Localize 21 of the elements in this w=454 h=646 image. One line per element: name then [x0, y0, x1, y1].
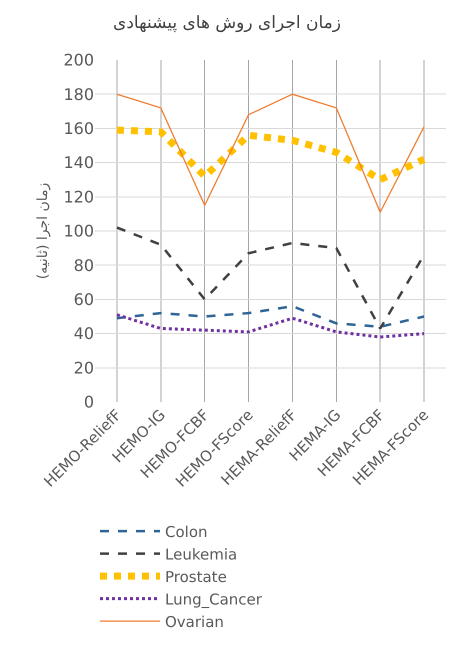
y-tick-label: 120	[63, 187, 94, 206]
y-tick-label: 100	[63, 222, 94, 241]
y-tick-label: 160	[63, 119, 94, 138]
line-series	[115, 313, 426, 339]
legend-label: Lung_Cancer	[165, 590, 263, 608]
legend-label: Leukemia	[165, 545, 238, 564]
y-tick-label: 180	[63, 84, 94, 104]
y-tick-label: 20	[74, 358, 94, 378]
y-tick-label: 80	[74, 256, 94, 275]
chart-title: زمان اجرای روش های پیشنهادی	[113, 13, 341, 34]
legend-label: Ovarian	[165, 612, 224, 631]
y-axis-title: زمان اجرا (ثانیه)	[35, 182, 52, 280]
y-tick-label: 0	[84, 392, 94, 412]
line-series	[116, 94, 425, 213]
line-series	[116, 304, 426, 328]
legend-label: Prostate	[165, 568, 227, 586]
y-tick-label: 140	[63, 153, 94, 172]
y-tick-label: 200	[63, 50, 94, 70]
y-tick-label: 40	[74, 324, 94, 344]
legend-label: Colon	[165, 522, 208, 541]
y-tick-label: 60	[74, 290, 94, 309]
